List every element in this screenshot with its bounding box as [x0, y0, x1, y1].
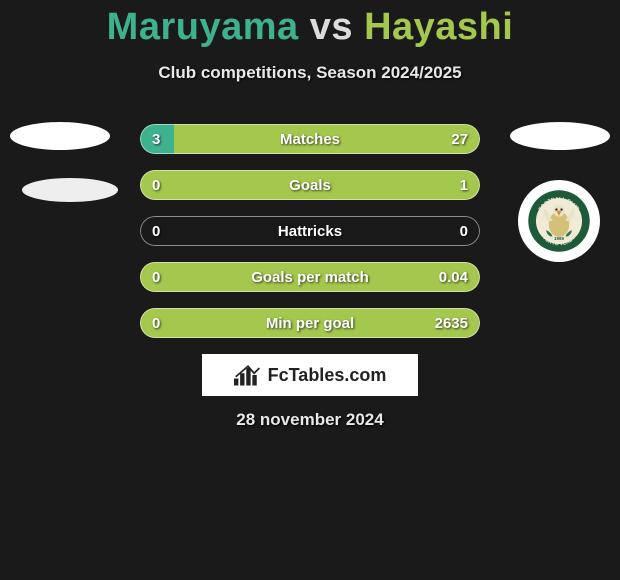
- stat-row: 0Hattricks0: [140, 216, 480, 246]
- player2-placeholder-1: [510, 122, 610, 150]
- subtitle: Club competitions, Season 2024/2025: [0, 63, 620, 83]
- stat-label: Min per goal: [140, 308, 480, 338]
- date-text: 28 november 2024: [0, 410, 620, 430]
- stat-row: 3Matches27: [140, 124, 480, 154]
- stat-row: 0Goals1: [140, 170, 480, 200]
- stat-value-right: 2635: [435, 308, 468, 338]
- stats-block: 3Matches270Goals10Hattricks00Goals per m…: [140, 124, 480, 354]
- stat-label: Matches: [140, 124, 480, 154]
- stat-label: Goals: [140, 170, 480, 200]
- stat-value-right: 0: [460, 216, 468, 246]
- stat-label: Goals per match: [140, 262, 480, 292]
- stat-value-right: 27: [451, 124, 468, 154]
- stat-value-right: 0.04: [439, 262, 468, 292]
- stat-row: 0Min per goal2635: [140, 308, 480, 338]
- stat-value-right: 1: [460, 170, 468, 200]
- player2-name: Hayashi: [364, 6, 513, 48]
- player1-name: Maruyama: [107, 6, 299, 48]
- club-badge-svg: FOOTBALL CLUB TOKYO VERDY 1969: [527, 189, 591, 253]
- player1-placeholder-2: [22, 178, 118, 202]
- fctables-text: FcTables.com: [268, 365, 387, 386]
- svg-text:1969: 1969: [554, 236, 564, 241]
- title: Maruyama vs Hayashi: [0, 0, 620, 49]
- stat-label: Hattricks: [140, 216, 480, 246]
- comparison-infographic: Maruyama vs Hayashi Club competitions, S…: [0, 0, 620, 580]
- fctables-icon: [234, 364, 262, 386]
- player1-placeholder-1: [10, 122, 110, 150]
- stat-row: 0Goals per match0.04: [140, 262, 480, 292]
- fctables-watermark: FcTables.com: [202, 354, 418, 396]
- vs-text: vs: [310, 6, 353, 48]
- club-badge: FOOTBALL CLUB TOKYO VERDY 1969: [518, 180, 600, 262]
